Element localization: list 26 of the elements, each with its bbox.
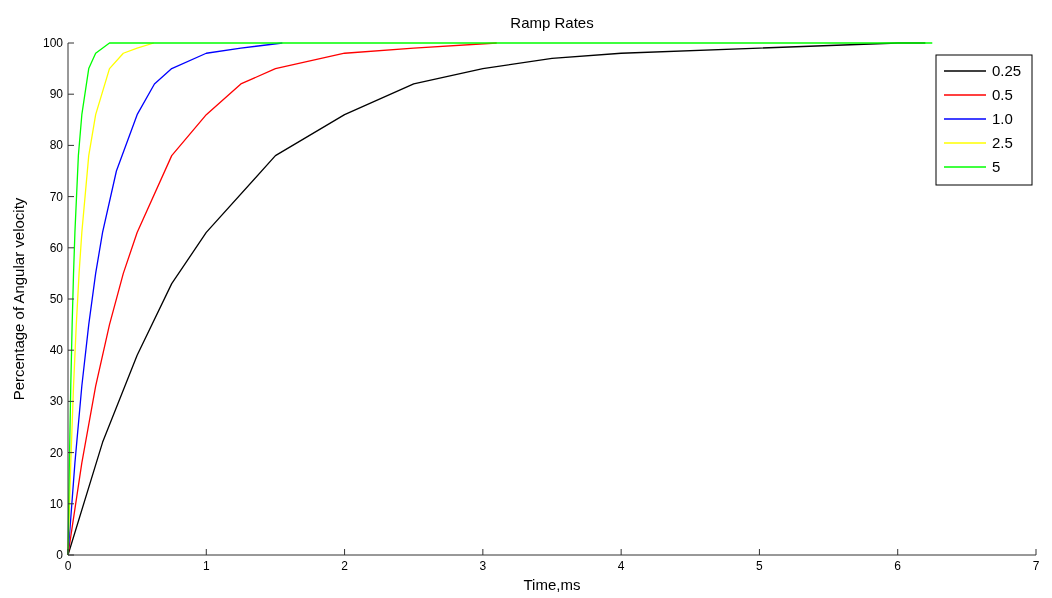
y-tick-label: 0 xyxy=(56,548,64,562)
x-axis-title: Time,ms xyxy=(523,576,581,593)
x-tick-label: 6 xyxy=(894,559,902,573)
chart-title: Ramp Rates xyxy=(510,14,594,31)
legend-label: 0.25 xyxy=(992,62,1022,79)
y-tick-label: 60 xyxy=(49,240,64,255)
legend-label: 5 xyxy=(992,158,1001,175)
y-tick-label: 80 xyxy=(49,138,64,153)
y-tick-label: 90 xyxy=(49,87,64,102)
legend-label: 0.5 xyxy=(992,86,1013,103)
x-tick-label: 4 xyxy=(617,559,625,573)
y-tick-label: 70 xyxy=(49,189,64,204)
y-tick-label: 100 xyxy=(42,36,64,50)
y-axis-title: Percentage of Angular velocity xyxy=(10,197,27,401)
x-tick-label: 1 xyxy=(202,559,210,573)
x-tick-label: 3 xyxy=(479,559,487,573)
x-tick-label: 7 xyxy=(1032,559,1040,573)
y-tick-label: 30 xyxy=(49,394,64,409)
x-tick-label: 2 xyxy=(341,559,349,573)
legend-label: 1.0 xyxy=(992,110,1013,127)
legend-label: 2.5 xyxy=(992,134,1013,151)
x-tick-label: 5 xyxy=(756,559,764,573)
y-tick-label: 20 xyxy=(49,445,64,460)
y-tick-label: 40 xyxy=(49,343,64,358)
y-tick-label: 10 xyxy=(49,496,64,511)
y-tick-label: 50 xyxy=(49,292,64,306)
